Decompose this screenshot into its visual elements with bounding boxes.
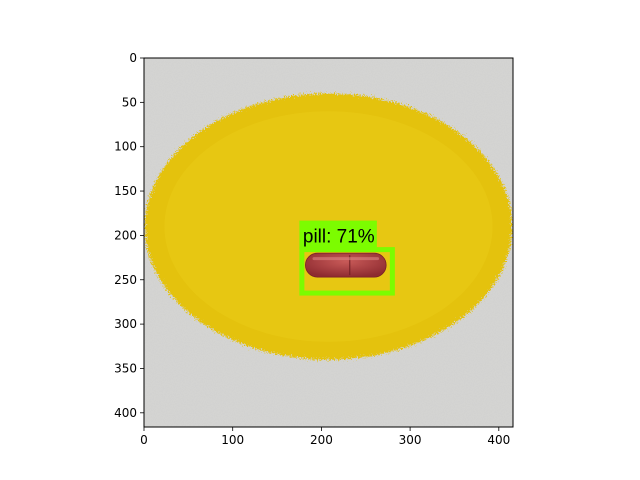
detection-label-background [299,220,377,249]
x-tick-label: 400 [487,433,510,447]
axes-frame [143,57,514,428]
x-tick-label: 100 [221,433,244,447]
x-axis-ticks: 0 100 200 300 400 [140,427,510,447]
x-tick-label: 0 [140,433,148,447]
y-tick-label: 50 [122,95,137,109]
y-tick-label: 200 [114,228,137,242]
y-tick-label: 250 [114,273,137,287]
y-tick-label: 100 [114,140,137,154]
detection-box [299,247,395,296]
y-tick-label: 300 [114,317,137,331]
y-tick-label: 150 [114,184,137,198]
y-tick-label: 400 [114,406,137,420]
x-tick-label: 200 [310,433,333,447]
pill-capsule [305,252,387,278]
detection-label: pill: 71% [303,227,375,248]
x-tick-label: 300 [399,433,422,447]
y-tick-label: 350 [114,361,137,375]
pill-highlight [312,257,380,261]
photo-image: pill: 71% [144,58,513,427]
y-tick-label: 0 [129,51,137,65]
pill-body [305,252,387,278]
y-axis-ticks: 0 50 100 150 200 250 300 350 400 [114,51,144,420]
